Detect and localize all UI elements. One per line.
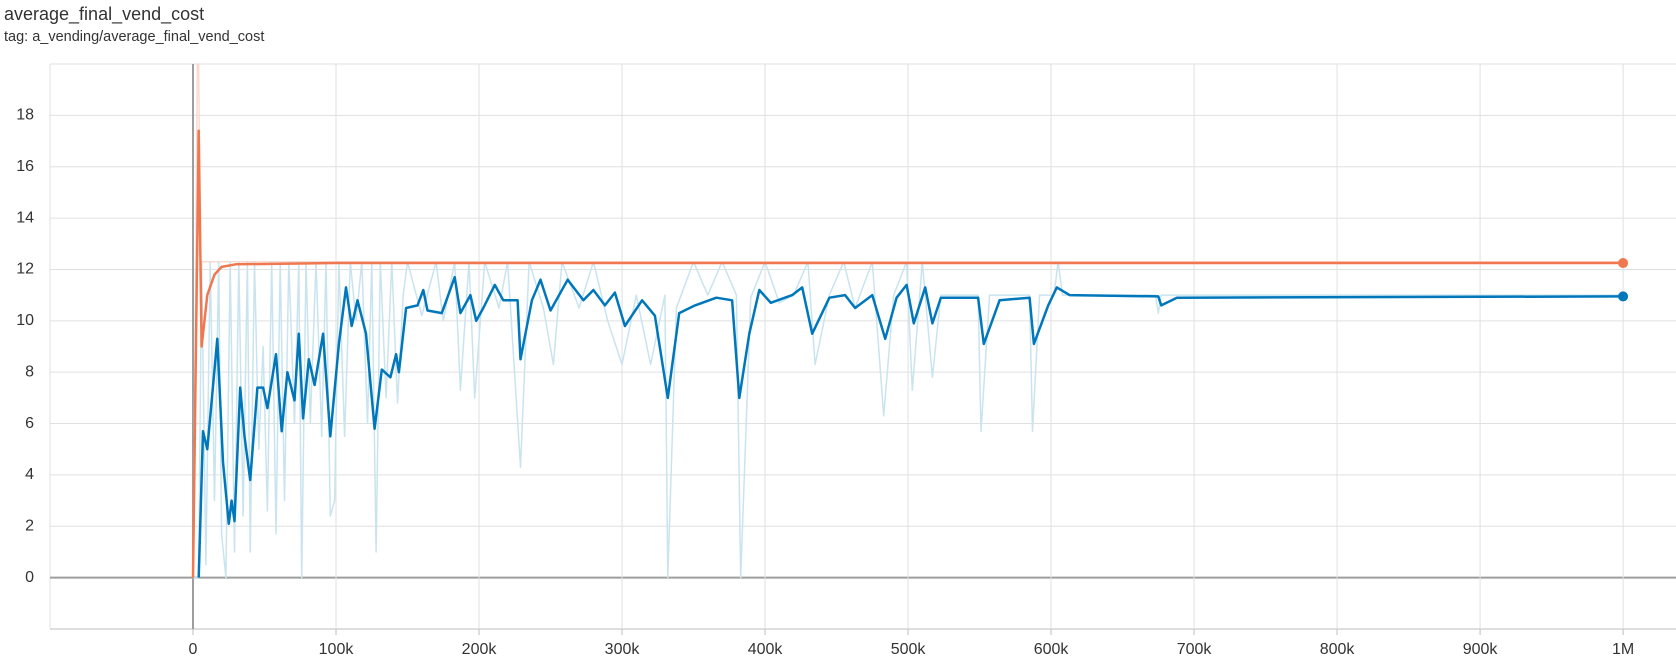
x-tick-label: 0 — [189, 641, 198, 658]
end-marker — [1618, 258, 1629, 269]
y-tick-label: 18 — [16, 107, 34, 124]
x-tick-label: 200k — [462, 641, 498, 658]
end-marker — [1618, 291, 1629, 302]
x-tick-label: 300k — [605, 641, 641, 658]
chart-subtitle: tag: a_vending/average_final_vend_cost — [4, 29, 264, 45]
y-tick-label: 8 — [25, 363, 34, 380]
y-tick-label: 10 — [16, 312, 34, 329]
chart-title: average_final_vend_cost — [4, 4, 204, 25]
x-tick-label: 100k — [319, 641, 355, 658]
y-tick-label: 16 — [16, 158, 34, 175]
y-tick-label: 6 — [25, 415, 34, 432]
series-line — [191, 129, 1624, 578]
x-tick-label: 400k — [748, 641, 784, 658]
x-tick-label: 600k — [1034, 641, 1070, 658]
y-tick-label: 14 — [16, 209, 34, 226]
y-tick-label: 4 — [25, 466, 34, 483]
x-tick-label: 800k — [1320, 641, 1356, 658]
series-line — [197, 275, 1624, 578]
x-tick-label: 1M — [1612, 641, 1634, 658]
x-tick-label: 700k — [1177, 641, 1213, 658]
y-tick-label: 2 — [25, 517, 34, 534]
y-tick-label: 12 — [16, 261, 34, 278]
x-tick-label: 900k — [1463, 641, 1499, 658]
y-tick-label: 0 — [25, 569, 34, 586]
x-tick-label: 500k — [891, 641, 927, 658]
